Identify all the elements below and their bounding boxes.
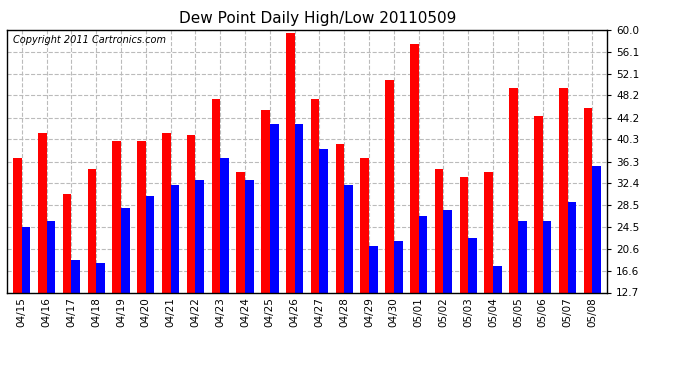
Bar (22, 227, 30, 292)
Bar (460, 177, 469, 292)
Bar (146, 196, 155, 292)
Bar (112, 141, 121, 292)
Bar (319, 149, 328, 292)
Bar (469, 238, 477, 292)
Bar (13, 158, 22, 292)
Bar (96, 263, 105, 292)
Bar (245, 180, 254, 292)
Bar (534, 116, 543, 292)
Bar (137, 141, 146, 292)
Bar (220, 158, 229, 292)
Bar (543, 222, 551, 292)
Bar (518, 222, 526, 292)
Bar (237, 171, 245, 292)
Bar (410, 44, 419, 292)
Bar (419, 216, 427, 292)
Bar (170, 185, 179, 292)
Bar (584, 108, 592, 292)
Bar (38, 133, 47, 292)
Bar (88, 169, 96, 292)
Bar (295, 124, 304, 292)
Bar (162, 133, 170, 292)
Bar (385, 80, 394, 292)
Bar (444, 210, 452, 292)
Bar (567, 202, 576, 292)
Bar (592, 166, 601, 292)
Bar (435, 169, 444, 292)
Bar (270, 124, 279, 292)
Bar (71, 260, 80, 292)
Text: Dew Point Daily High/Low 20110509: Dew Point Daily High/Low 20110509 (179, 11, 456, 26)
Bar (261, 111, 270, 292)
Bar (286, 33, 295, 292)
Bar (195, 180, 204, 292)
Bar (484, 171, 493, 292)
Bar (394, 241, 402, 292)
Bar (559, 88, 567, 292)
Bar (335, 144, 344, 292)
Bar (310, 99, 319, 292)
Bar (360, 158, 369, 292)
Bar (47, 222, 55, 292)
Bar (344, 185, 353, 292)
Text: Copyright 2011 Cartronics.com: Copyright 2011 Cartronics.com (13, 35, 166, 45)
Bar (212, 99, 220, 292)
Bar (509, 88, 518, 292)
Bar (493, 266, 502, 292)
Bar (63, 194, 71, 292)
Bar (369, 246, 377, 292)
Bar (121, 208, 130, 292)
Bar (187, 135, 195, 292)
